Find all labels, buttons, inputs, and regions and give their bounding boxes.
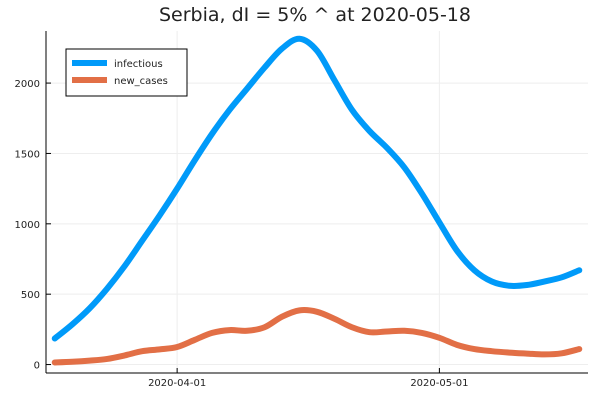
- series: [51, 35, 583, 366]
- series-line-infectious: [51, 35, 583, 342]
- series-line-new-cases: [51, 307, 583, 366]
- y-tick-label: 1000: [15, 220, 40, 231]
- y-tick-label: 2000: [15, 79, 40, 90]
- legend-label: infectious: [114, 59, 163, 70]
- chart-title: Serbia, dI = 5% ^ at 2020-05-18: [159, 4, 471, 26]
- x-tick-label: 2020-05-01: [410, 378, 468, 389]
- y-tick-label: 500: [21, 290, 40, 301]
- y-tick-label: 0: [34, 361, 40, 372]
- legend: infectious new_cases: [65, 48, 188, 97]
- legend-label: new_cases: [114, 76, 168, 87]
- legend-box: [65, 48, 188, 97]
- x-tick-label: 2020-04-01: [148, 378, 206, 389]
- y-tick-label: 1500: [15, 149, 40, 160]
- axes: [45, 31, 588, 374]
- ticks: 0 500 1000 1500 2000 2020-04-01 2020-05-01: [15, 79, 469, 389]
